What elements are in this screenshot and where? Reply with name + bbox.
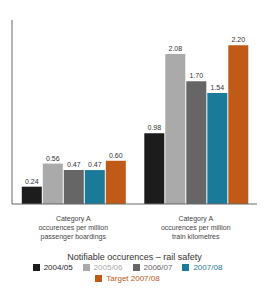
svg-text:0.47: 0.47 bbox=[67, 161, 81, 168]
svg-text:1.54: 1.54 bbox=[210, 84, 224, 91]
svg-text:Category Aoccurences per milli: Category Aoccurences per milliontrain ki… bbox=[161, 215, 231, 240]
html-text:2007/08: 2007/08 bbox=[193, 263, 223, 272]
html-text:2005/06: 2005/06 bbox=[93, 263, 123, 272]
svg-text:0.60: 0.60 bbox=[109, 152, 123, 159]
svg-text:0.47: 0.47 bbox=[88, 161, 102, 168]
svg-text:2.20: 2.20 bbox=[231, 36, 245, 43]
svg-text:0.98: 0.98 bbox=[147, 124, 161, 131]
svg-text:Notifiable occurences – rail s: Notifiable occurences – rail safety bbox=[67, 252, 202, 262]
svg-text:Category Aoccurences per milli: Category Aoccurences per millionpassenge… bbox=[38, 215, 108, 241]
svg-text:1.70: 1.70 bbox=[189, 72, 203, 79]
html-text:Target 2007/08: Target 2007/08 bbox=[106, 274, 160, 283]
html-text:2006/07: 2006/07 bbox=[143, 263, 173, 272]
svg-text:0.56: 0.56 bbox=[46, 155, 60, 162]
svg-text:2.08: 2.08 bbox=[168, 45, 182, 52]
html-text:2004/05: 2004/05 bbox=[43, 263, 73, 272]
svg-text:0.24: 0.24 bbox=[25, 178, 39, 185]
